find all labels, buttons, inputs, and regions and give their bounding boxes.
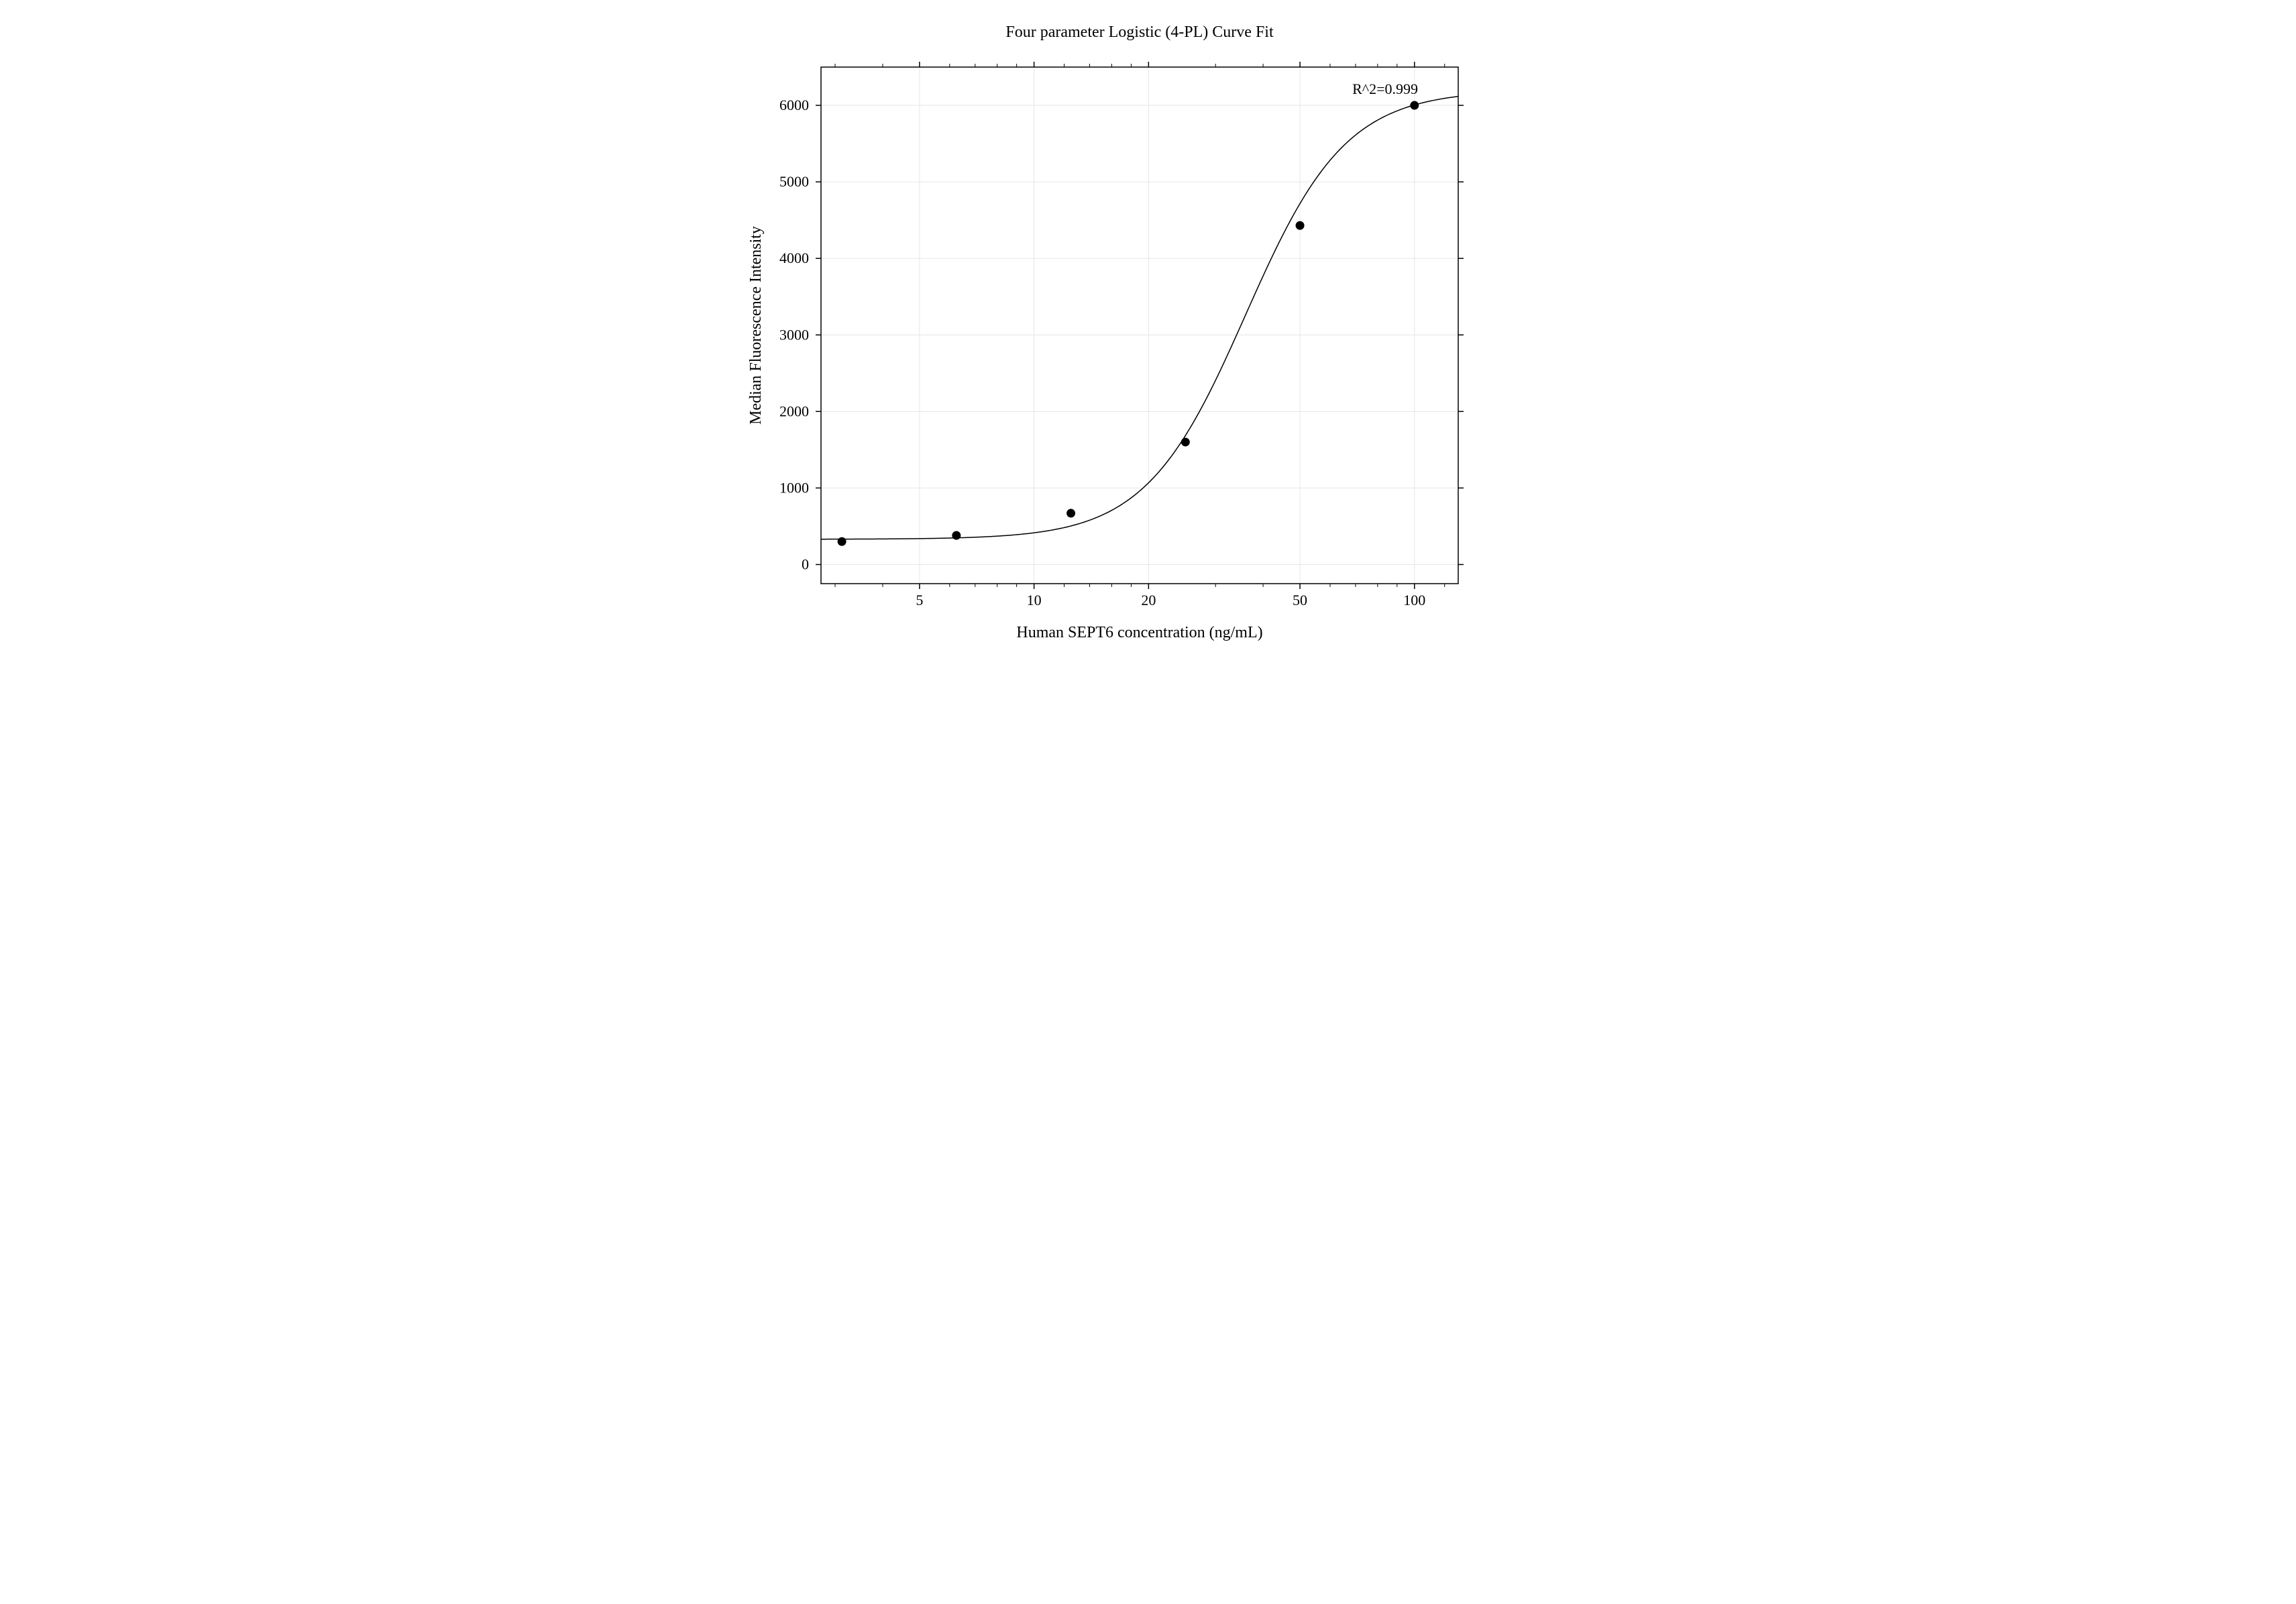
y-tick-label: 0 [802,555,809,572]
x-tick-label: 10 [1027,592,1042,608]
data-point [1181,438,1189,446]
chart-container: 51020501000100020003000400050006000Four … [633,0,1663,719]
y-tick-label: 2000 [779,403,809,419]
y-tick-label: 4000 [779,250,809,266]
data-point [1411,101,1419,109]
x-tick-label: 20 [1141,592,1156,608]
x-axis-label: Human SEPT6 concentration (ng/mL) [1016,624,1262,641]
chart-title: Four parameter Logistic (4-PL) Curve Fit [1005,23,1274,41]
x-tick-label: 5 [916,592,923,608]
data-point [1067,509,1075,517]
data-point [952,531,961,539]
y-tick-label: 1000 [779,479,809,496]
y-tick-label: 5000 [779,173,809,190]
y-tick-label: 3000 [779,326,809,343]
r-squared-annotation: R^2=0.999 [1352,81,1418,97]
y-axis-label: Median Fluorescence Intensity [747,226,765,425]
data-point [838,537,846,545]
data-point [1296,221,1304,229]
x-tick-label: 50 [1293,592,1307,608]
x-tick-label: 100 [1403,592,1425,608]
chart-svg: 51020501000100020003000400050006000Four … [633,0,1663,719]
y-tick-label: 6000 [779,97,809,113]
